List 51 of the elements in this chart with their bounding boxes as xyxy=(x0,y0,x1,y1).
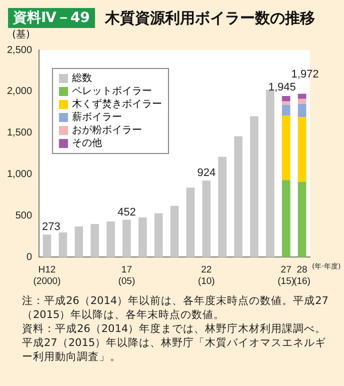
bar xyxy=(298,94,306,99)
y-tick-label: 500 xyxy=(15,210,32,222)
bar xyxy=(154,213,163,258)
bar xyxy=(186,188,195,258)
total-label: 1,945 xyxy=(268,82,296,94)
legend-label: 総数 xyxy=(72,72,92,85)
y-tick-label: 2,000 xyxy=(6,86,32,98)
data-label: 273 xyxy=(42,221,60,234)
y-tick-label: 0 xyxy=(26,252,32,263)
x-tick-label: 17 (05) xyxy=(118,264,136,287)
bar xyxy=(298,98,306,104)
y-tick-label: 1,000 xyxy=(6,169,32,180)
y-axis-title: (基) xyxy=(12,28,30,41)
bar xyxy=(282,180,290,258)
bar xyxy=(250,116,258,258)
bar xyxy=(106,222,115,258)
legend-label: 木くず焚きボイラー xyxy=(72,98,162,111)
text: 資料：平成26（2014）年度までは、林野庁木材利用課調べ。平成27（2015）年以降は、林野庁「木質バイオマスエネルギー利用動向調査」。 xyxy=(22,322,328,364)
bar xyxy=(282,96,290,102)
bar xyxy=(58,232,68,258)
data-label: 452 xyxy=(118,206,136,218)
bar xyxy=(74,226,84,258)
data-label: 924 xyxy=(197,167,216,180)
chart-title: 木質資源利用ボイラー数の推移 xyxy=(104,8,315,28)
legend-label: 薪ボイラー xyxy=(72,111,122,124)
chart-subtitle: 資料Ⅳ－49 xyxy=(8,8,95,28)
bar xyxy=(202,180,211,258)
bar xyxy=(218,156,226,258)
y-tick-label: 2,500 xyxy=(6,44,32,56)
legend-label: おが粉ボイラー xyxy=(72,124,142,137)
x-tick-label: 22 (10) xyxy=(198,264,215,287)
y-tick-label: 1,500 xyxy=(6,128,32,139)
bar xyxy=(122,220,131,258)
legend-label: その他 xyxy=(72,137,102,150)
bar xyxy=(282,115,290,180)
x-tick-label: 27 (15) xyxy=(278,264,295,287)
bar xyxy=(170,206,179,258)
legend-label: ペレットボイラー xyxy=(72,85,152,98)
bar xyxy=(282,101,290,105)
bar xyxy=(298,182,306,258)
bar xyxy=(42,234,52,258)
text: 注：平成26（2014）年以前は、各年度末時点の数値。平成27（2015）年以降は、各年末時点の数値。 xyxy=(22,294,330,322)
bar xyxy=(90,224,99,258)
bar xyxy=(138,217,147,258)
x-tick-label: 28 (16) xyxy=(294,264,310,287)
total-label: 1,972 xyxy=(291,68,319,80)
x-tick-label: H12 (2000) xyxy=(33,264,61,287)
bar xyxy=(298,104,306,118)
bar xyxy=(282,104,290,116)
bar xyxy=(234,136,242,258)
bar xyxy=(298,117,306,182)
